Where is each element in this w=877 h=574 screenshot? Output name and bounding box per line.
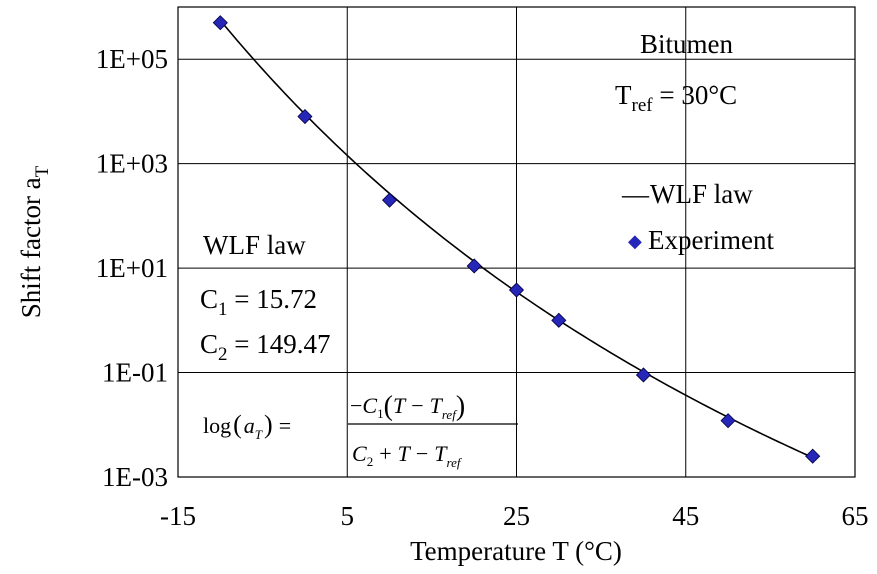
y-tick-label: 1E-03 (102, 462, 168, 492)
legend-experiment-label: Experiment (648, 225, 774, 255)
x-tick-label: -15 (160, 501, 196, 531)
x-tick-label: 25 (503, 501, 530, 531)
formula-numerator: −C1(T − Tref) (350, 391, 465, 422)
legend: — WLF law ◆ Experiment (621, 179, 774, 255)
experiment-point (805, 448, 821, 464)
y-tick-label: 1E-01 (102, 358, 168, 388)
grid-lines (178, 7, 855, 477)
c2-label: C2 = 149.47 (200, 329, 331, 365)
c1-label: C1 = 15.72 (200, 284, 317, 320)
y-tick-label: 1E+05 (96, 44, 168, 74)
formula-denominator: C2 + T − Tref (352, 441, 463, 470)
wlf-formula: log(aT) = −C1(T − Tref) C2 + T − Tref (203, 391, 518, 470)
wlf-title: WLF law (203, 230, 306, 260)
experiment-point (551, 312, 567, 328)
material-label: Bitumen (640, 29, 733, 59)
y-tick-label: 1E+01 (96, 253, 168, 283)
y-tick-label: 1E+03 (96, 149, 168, 179)
experiment-point (508, 282, 525, 298)
legend-wlf-label: WLF law (650, 179, 753, 209)
y-tick-labels: 1E-03 1E-01 1E+01 1E+03 1E+05 (96, 44, 168, 492)
x-tick-labels: -15 5 25 45 65 (160, 501, 869, 531)
experiment-point (720, 413, 736, 429)
formula-lhs: log(aT) = (203, 410, 291, 442)
legend-line-symbol: — (621, 179, 650, 209)
experiment-point (212, 15, 228, 31)
x-tick-label: 5 (341, 501, 355, 531)
x-axis-title: Temperature T (°C) (410, 536, 622, 566)
experiment-point (635, 367, 652, 383)
plot-frame (177, 6, 856, 478)
legend-diamond-symbol: ◆ (628, 231, 642, 252)
x-tick-label: 65 (842, 501, 869, 531)
tref-label: Tref = 30°C (615, 80, 737, 116)
y-axis-title: Shift factor aT (16, 165, 53, 318)
experiment-point (297, 108, 313, 125)
experiment-markers (212, 15, 821, 464)
experiment-point (381, 192, 398, 208)
experiment-point (466, 258, 482, 274)
x-tick-label: 45 (672, 501, 699, 531)
